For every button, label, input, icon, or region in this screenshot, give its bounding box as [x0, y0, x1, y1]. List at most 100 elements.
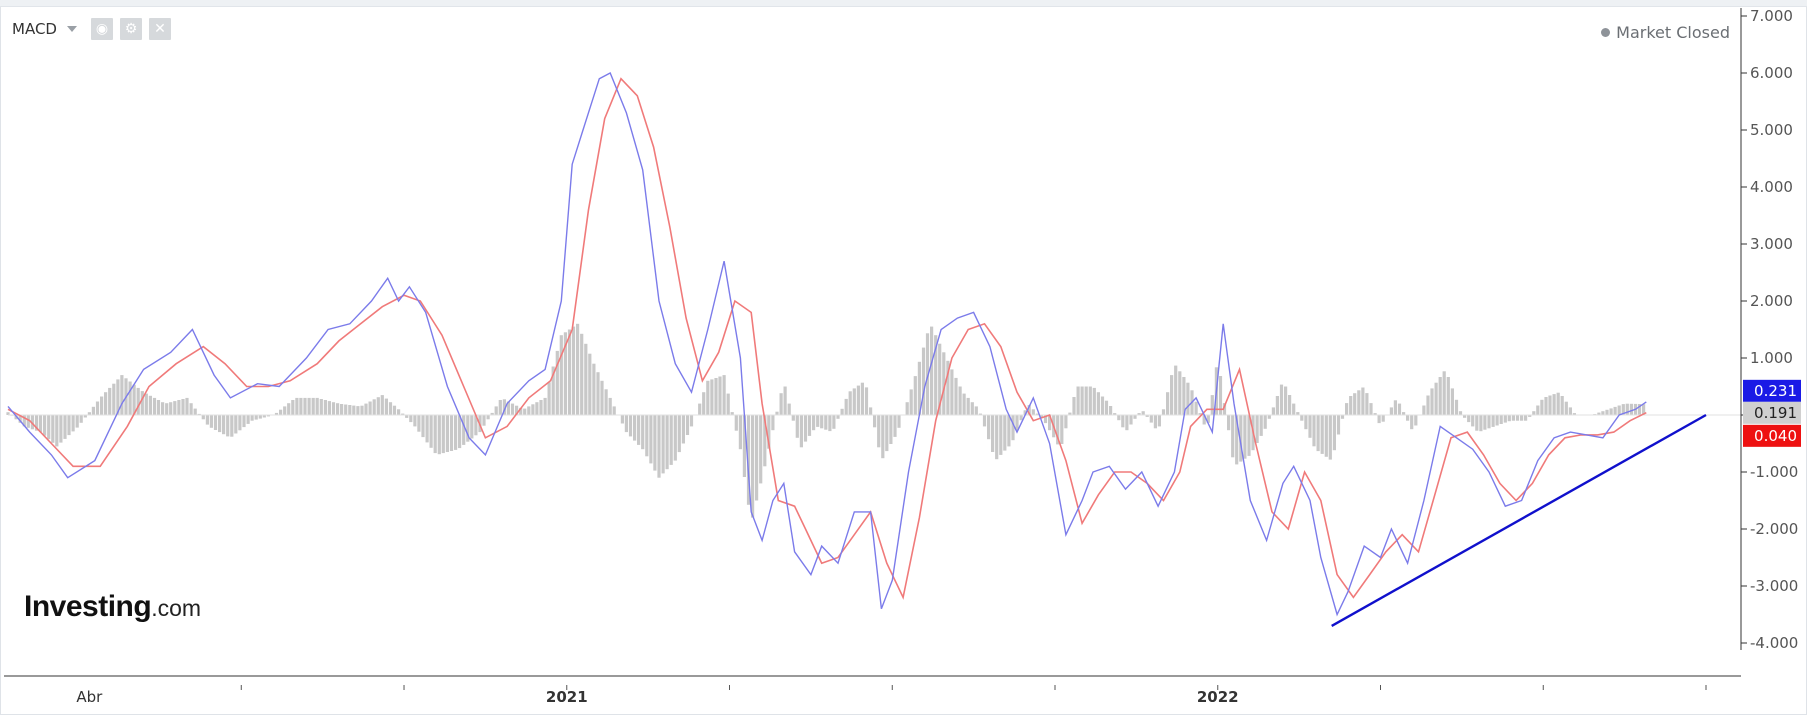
histogram-bar	[620, 415, 624, 424]
histogram-bar	[645, 415, 649, 457]
histogram-bar	[1231, 415, 1235, 458]
histogram-bar	[531, 404, 535, 415]
histogram-bar	[91, 406, 95, 415]
histogram-bar	[474, 415, 478, 436]
gear-icon[interactable]: ⚙	[119, 18, 142, 40]
histogram-bar	[230, 415, 234, 437]
value-flag-label: 0.191	[1754, 404, 1797, 422]
histogram-bar	[669, 415, 673, 465]
close-icon[interactable]: ✕	[148, 18, 171, 40]
support-trendline	[1331, 413, 1707, 627]
value-flags: 0.231 0.191 0.040	[1743, 379, 1801, 447]
histogram-bar	[1463, 415, 1467, 418]
histogram-bar	[962, 393, 966, 415]
histogram-bars	[6, 323, 1646, 518]
histogram-bar	[279, 409, 283, 415]
y-tick-label: 7.000	[1750, 7, 1793, 25]
histogram-bar	[938, 343, 942, 415]
histogram-bar	[1145, 415, 1149, 417]
histogram-bar	[1544, 397, 1548, 415]
histogram-bar	[384, 398, 388, 415]
histogram-bar	[283, 406, 287, 415]
histogram-bar	[1442, 371, 1446, 415]
histogram-bar	[376, 397, 380, 415]
indicator-name[interactable]: MACD	[12, 20, 57, 38]
histogram-bar	[1422, 405, 1426, 415]
histogram-bar	[893, 415, 897, 437]
value-flag-bg	[1743, 401, 1801, 424]
histogram-bar	[449, 415, 454, 451]
histogram-bar	[1056, 415, 1060, 445]
histogram-bar	[1316, 415, 1320, 452]
histogram-bar	[30, 415, 34, 430]
histogram-bar	[539, 400, 543, 415]
histogram-bar	[502, 399, 506, 415]
histogram-bar	[1043, 415, 1048, 424]
eye-icon[interactable]: ◉	[90, 18, 113, 40]
histogram-bar	[958, 386, 962, 415]
histogram-bar	[889, 415, 893, 444]
histogram-bar	[734, 415, 738, 431]
histogram-bar	[1495, 415, 1499, 426]
histogram-bar	[1552, 394, 1556, 415]
histogram-bar	[95, 401, 100, 415]
histogram-bar	[303, 397, 307, 415]
signal-value-flag: 0.040	[1743, 424, 1801, 447]
histogram-bar	[173, 401, 177, 415]
histogram-bar	[238, 415, 242, 431]
histogram-bar	[1133, 415, 1137, 419]
histogram-bar	[132, 384, 136, 415]
histogram-bar	[14, 415, 18, 420]
chevron-down-icon[interactable]	[66, 26, 77, 32]
histogram-bar	[779, 393, 783, 415]
histogram-bar	[1499, 415, 1503, 424]
histogram-bar	[828, 415, 832, 432]
histogram-bar	[226, 415, 230, 437]
histogram-bar	[161, 402, 165, 415]
histogram-bar	[1247, 415, 1251, 456]
histogram-bar	[1007, 415, 1011, 447]
histogram-bar	[816, 415, 820, 427]
histogram-bar	[1345, 403, 1349, 415]
histogram-bar	[1104, 400, 1109, 415]
histogram-bar	[1170, 375, 1174, 415]
histogram-bar	[140, 391, 144, 415]
histogram-bar	[1324, 415, 1328, 457]
histogram-bar	[787, 403, 791, 415]
histogram-bar	[580, 333, 584, 415]
histogram-bar	[1532, 411, 1536, 415]
histogram-bar	[218, 415, 222, 433]
histogram-bar	[34, 415, 39, 431]
brand-tld: .com	[151, 595, 202, 621]
signal-line	[7, 77, 1647, 600]
histogram-bar	[1406, 415, 1410, 421]
histogram-bar	[482, 415, 486, 426]
histogram-bar	[433, 415, 437, 454]
histogram-bar	[1121, 415, 1125, 428]
histogram-bar	[799, 415, 803, 448]
histogram-bar	[978, 413, 982, 415]
histogram-bar	[1393, 400, 1397, 415]
histogram-bar	[201, 415, 205, 420]
histogram-bar	[783, 386, 787, 415]
macd-line	[7, 72, 1647, 617]
investing-logo: Investing .com	[24, 590, 201, 624]
histogram-bar	[26, 415, 30, 428]
histogram-bar	[588, 353, 592, 415]
histogram-bar	[1218, 376, 1223, 415]
histogram-bar	[661, 415, 665, 474]
histogram-bar	[1182, 377, 1186, 415]
histogram-bar	[1540, 399, 1544, 415]
histogram-bar	[677, 415, 681, 453]
histogram-bar	[1275, 396, 1279, 415]
histogram-bar	[1601, 411, 1605, 415]
histogram-bar	[1524, 415, 1528, 421]
histogram-bar	[1625, 403, 1629, 415]
y-tick-label: -4.000	[1750, 634, 1798, 652]
histogram-bar	[1597, 412, 1601, 415]
histogram-bar	[266, 415, 270, 417]
histogram-bar	[344, 404, 348, 415]
histogram-bar	[1617, 405, 1621, 415]
histogram-bar	[18, 415, 22, 423]
